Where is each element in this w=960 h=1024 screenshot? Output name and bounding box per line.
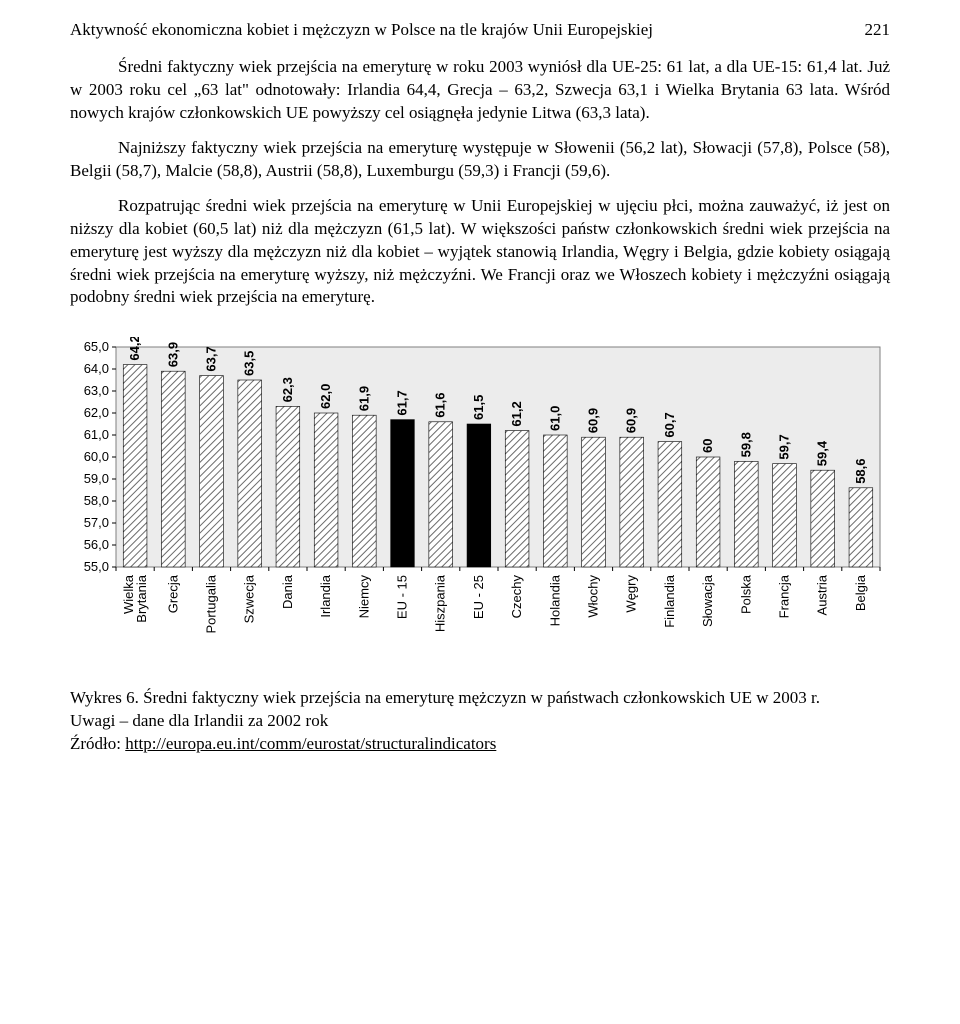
svg-text:63,0: 63,0 <box>84 383 109 398</box>
svg-text:60,9: 60,9 <box>586 408 601 433</box>
svg-text:59,4: 59,4 <box>815 441 830 467</box>
svg-text:60: 60 <box>700 439 715 453</box>
svg-text:Włochy: Włochy <box>586 575 601 618</box>
svg-text:Irlandia: Irlandia <box>318 575 333 618</box>
svg-text:62,0: 62,0 <box>318 384 333 409</box>
svg-text:60,0: 60,0 <box>84 449 109 464</box>
svg-text:61,6: 61,6 <box>433 393 448 418</box>
svg-text:61,0: 61,0 <box>84 427 109 442</box>
svg-text:62,3: 62,3 <box>280 377 295 402</box>
svg-text:58,0: 58,0 <box>84 493 109 508</box>
svg-text:Czechy: Czechy <box>509 575 524 619</box>
svg-text:Finlandia: Finlandia <box>662 575 677 629</box>
svg-text:Słowacja: Słowacja <box>700 575 715 628</box>
source-link[interactable]: http://europa.eu.int/comm/eurostat/struc… <box>125 734 496 753</box>
svg-text:Dania: Dania <box>280 575 295 610</box>
svg-text:WielkaBrytania: WielkaBrytania <box>121 575 149 623</box>
svg-text:63,5: 63,5 <box>242 351 257 376</box>
header-title: Aktywność ekonomiczna kobiet i mężczyzn … <box>70 20 845 40</box>
svg-text:Belgia: Belgia <box>853 575 868 612</box>
svg-text:Węgry: Węgry <box>624 575 639 613</box>
svg-text:61,2: 61,2 <box>509 402 524 427</box>
figure-caption-line1: Wykres 6. Średni faktyczny wiek przejści… <box>70 687 890 710</box>
svg-text:61,7: 61,7 <box>395 391 410 416</box>
svg-text:55,0: 55,0 <box>84 559 109 574</box>
svg-text:64,0: 64,0 <box>84 361 109 376</box>
svg-text:60,7: 60,7 <box>662 413 677 438</box>
svg-text:Portugalia: Portugalia <box>204 575 219 634</box>
paragraph-1b: Najniższy faktyczny wiek przejścia na em… <box>70 137 890 183</box>
svg-text:EU - 25: EU - 25 <box>471 575 486 619</box>
svg-text:Austria: Austria <box>815 575 830 616</box>
svg-text:63,9: 63,9 <box>165 342 180 367</box>
paragraph-1a: Średni faktyczny wiek przejścia na emery… <box>70 56 890 125</box>
svg-text:Polska: Polska <box>738 575 753 615</box>
paragraph-2: Rozpatrując średni wiek przejścia na eme… <box>70 195 890 310</box>
svg-text:Francja: Francja <box>777 575 792 619</box>
svg-text:61,5: 61,5 <box>471 395 486 420</box>
running-header: Aktywność ekonomiczna kobiet i mężczyzn … <box>70 20 890 40</box>
svg-text:61,9: 61,9 <box>356 386 371 411</box>
svg-text:58,6: 58,6 <box>853 459 868 484</box>
svg-text:Szwecja: Szwecja <box>242 575 257 624</box>
svg-text:57,0: 57,0 <box>84 515 109 530</box>
svg-text:Grecja: Grecja <box>165 575 180 614</box>
svg-text:63,7: 63,7 <box>204 347 219 372</box>
svg-text:56,0: 56,0 <box>84 537 109 552</box>
page-number: 221 <box>865 20 891 40</box>
svg-text:59,0: 59,0 <box>84 471 109 486</box>
svg-text:Hiszpania: Hiszpania <box>433 575 448 633</box>
svg-text:Holandia: Holandia <box>547 575 562 627</box>
source-prefix: Źródło: <box>70 734 125 753</box>
figure-caption-line3: Źródło: http://europa.eu.int/comm/eurost… <box>70 733 890 756</box>
bar-chart: 55,0 56,0 57,0 58,0 59,0 60,0 61,0 62,0 63,0 64,0… <box>70 337 890 647</box>
svg-text:62,0: 62,0 <box>84 405 109 420</box>
chart-svg: 55,0 56,0 57,0 58,0 59,0 60,0 61,0 62,0 63,0 64,0… <box>70 337 890 647</box>
svg-text:59,8: 59,8 <box>738 432 753 457</box>
svg-text:59,7: 59,7 <box>777 435 792 460</box>
svg-text:Niemcy: Niemcy <box>356 575 371 619</box>
svg-text:61,0: 61,0 <box>547 406 562 431</box>
figure-caption-line2: Uwagi – dane dla Irlandii za 2002 rok <box>70 710 890 733</box>
svg-text:60,9: 60,9 <box>624 408 639 433</box>
svg-text:65,0: 65,0 <box>84 339 109 354</box>
svg-text:64,2: 64,2 <box>127 337 142 361</box>
svg-text:EU - 15: EU - 15 <box>395 575 410 619</box>
